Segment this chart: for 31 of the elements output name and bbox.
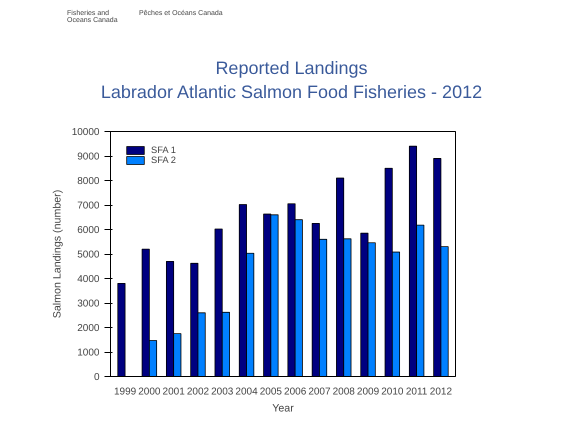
y-tick-label: 5000 <box>77 250 100 260</box>
x-axis-title: Year <box>272 402 294 414</box>
x-tick-label: 1999 <box>114 386 137 398</box>
y-tick-label: 8000 <box>77 176 100 187</box>
y-tick-label: 1000 <box>77 348 100 358</box>
x-tick-label: 2007 <box>308 386 332 398</box>
chart-title: Reported Landings <box>215 58 368 78</box>
y-tick-label: 10000 <box>72 127 100 138</box>
y-tick-label: 6000 <box>77 225 100 236</box>
x-tick-label: 2012 <box>430 386 452 398</box>
x-tick-label: 2011 <box>406 386 428 398</box>
y-tick-label: 4000 <box>77 274 100 285</box>
y-tick-label: 0 <box>94 372 100 383</box>
x-tick-label: 2003 <box>211 386 234 398</box>
x-tick-label: 2008 <box>332 386 356 398</box>
x-tick-label: 2004 <box>235 386 258 398</box>
legend-label: SFA 1 <box>151 145 176 155</box>
x-tick-label: 2002 <box>186 386 210 398</box>
legend-label: SFA 2 <box>151 155 176 165</box>
x-tick-label: 2001 <box>162 386 186 398</box>
x-tick-label: 2005 <box>260 386 282 398</box>
x-tick-label: 2009 <box>356 386 380 398</box>
y-tick-label: 3000 <box>77 298 100 310</box>
x-tick-label: 2010 <box>381 386 404 398</box>
x-tick-label: 2006 <box>284 386 307 398</box>
y-tick-label: 2000 <box>77 323 100 334</box>
chart-subtitle: Labrador Atlantic Salmon Food Fisheries - 2012 <box>100 82 482 102</box>
y-tick-label: 7000 <box>77 200 100 212</box>
y-axis-title: Salmon Landings (number) <box>52 190 64 318</box>
x-tick-label: 2000 <box>138 386 161 398</box>
y-tick-label: 9000 <box>77 152 100 162</box>
